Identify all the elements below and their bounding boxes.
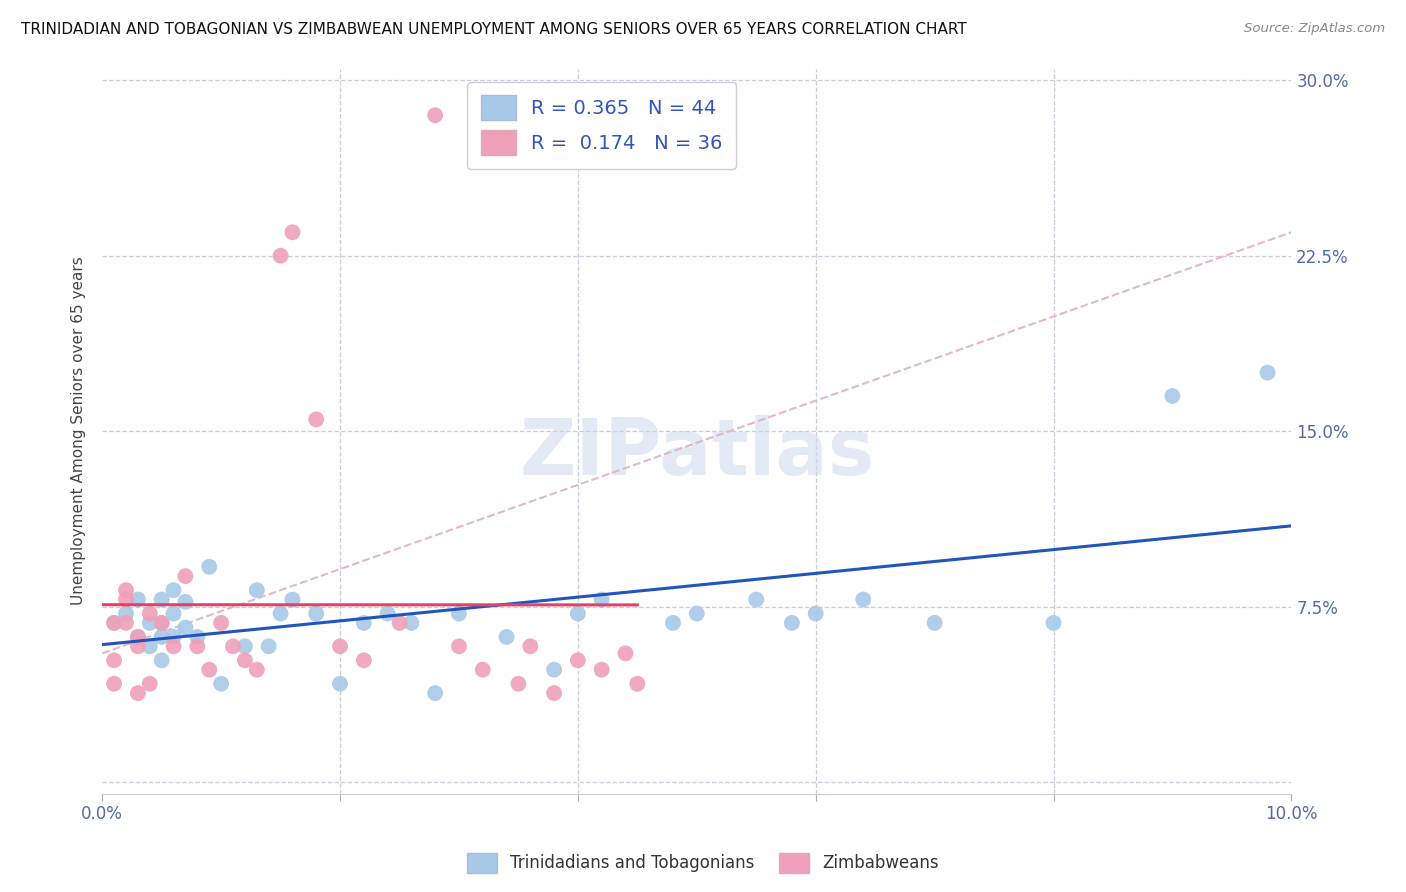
Point	[686, 607, 709, 621]
Legend: Trinidadians and Tobagonians, Zimbabweans: Trinidadians and Tobagonians, Zimbabwean…	[460, 847, 946, 880]
Point	[662, 615, 685, 630]
Point	[162, 640, 184, 654]
Point	[388, 615, 411, 630]
Point	[162, 607, 184, 621]
Point	[329, 677, 352, 691]
Point	[174, 569, 197, 583]
Legend: R = 0.365   N = 44, R =  0.174   N = 36: R = 0.365 N = 44, R = 0.174 N = 36	[467, 82, 737, 169]
Point	[1257, 366, 1279, 380]
Point	[401, 615, 423, 630]
Point	[614, 646, 637, 660]
Point	[626, 677, 648, 691]
Point	[471, 663, 494, 677]
Point	[377, 607, 399, 621]
Point	[425, 108, 447, 122]
Point	[270, 607, 292, 621]
Point	[447, 640, 470, 654]
Point	[567, 653, 589, 667]
Point	[186, 640, 208, 654]
Point	[543, 663, 565, 677]
Point	[852, 592, 875, 607]
Point	[425, 686, 447, 700]
Point	[127, 592, 149, 607]
Point	[150, 615, 173, 630]
Point	[139, 677, 162, 691]
Point	[246, 663, 269, 677]
Point	[233, 653, 256, 667]
Point	[198, 559, 221, 574]
Point	[127, 630, 149, 644]
Point	[150, 630, 173, 644]
Point	[804, 607, 827, 621]
Point	[281, 225, 304, 239]
Point	[353, 653, 375, 667]
Point	[1161, 389, 1184, 403]
Point	[233, 640, 256, 654]
Point	[246, 583, 269, 598]
Point	[447, 607, 470, 621]
Point	[543, 686, 565, 700]
Point	[174, 595, 197, 609]
Point	[115, 592, 138, 607]
Point	[103, 615, 125, 630]
Point	[257, 640, 280, 654]
Point	[139, 640, 162, 654]
Text: Source: ZipAtlas.com: Source: ZipAtlas.com	[1244, 22, 1385, 36]
Point	[186, 630, 208, 644]
Point	[150, 615, 173, 630]
Point	[305, 607, 328, 621]
Point	[222, 640, 245, 654]
Text: ZIPatlas: ZIPatlas	[519, 415, 875, 491]
Point	[209, 677, 232, 691]
Point	[305, 412, 328, 426]
Point	[162, 583, 184, 598]
Point	[174, 621, 197, 635]
Point	[103, 677, 125, 691]
Point	[281, 592, 304, 607]
Point	[519, 640, 541, 654]
Text: TRINIDADIAN AND TOBAGONIAN VS ZIMBABWEAN UNEMPLOYMENT AMONG SENIORS OVER 65 YEAR: TRINIDADIAN AND TOBAGONIAN VS ZIMBABWEAN…	[21, 22, 967, 37]
Point	[198, 663, 221, 677]
Point	[508, 677, 530, 691]
Point	[127, 630, 149, 644]
Point	[591, 592, 613, 607]
Point	[745, 592, 768, 607]
Point	[329, 640, 352, 654]
Point	[353, 615, 375, 630]
Point	[1042, 615, 1064, 630]
Point	[162, 630, 184, 644]
Point	[150, 653, 173, 667]
Point	[209, 615, 232, 630]
Point	[567, 607, 589, 621]
Point	[150, 592, 173, 607]
Point	[103, 653, 125, 667]
Point	[115, 615, 138, 630]
Point	[139, 607, 162, 621]
Y-axis label: Unemployment Among Seniors over 65 years: Unemployment Among Seniors over 65 years	[72, 257, 86, 606]
Point	[780, 615, 803, 630]
Point	[115, 607, 138, 621]
Point	[139, 615, 162, 630]
Point	[127, 686, 149, 700]
Point	[127, 640, 149, 654]
Point	[115, 583, 138, 598]
Point	[103, 615, 125, 630]
Point	[924, 615, 946, 630]
Point	[270, 249, 292, 263]
Point	[495, 630, 517, 644]
Point	[591, 663, 613, 677]
